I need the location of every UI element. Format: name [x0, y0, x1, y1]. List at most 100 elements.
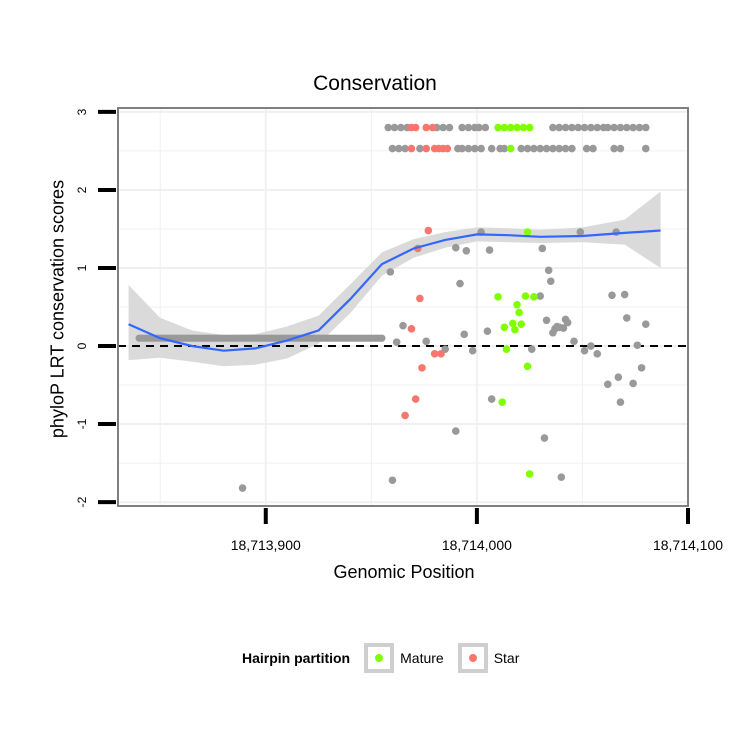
- data-point-other: [544, 266, 553, 275]
- data-point-other: [587, 342, 595, 350]
- data-point-top-row: [525, 123, 534, 132]
- data-point-other: [540, 434, 549, 442]
- data-point-mature: [525, 470, 534, 478]
- data-point-top-row: [458, 123, 466, 132]
- data-point-top-row: [574, 123, 583, 132]
- data-point-other: [637, 364, 646, 372]
- data-point-other: [546, 277, 555, 286]
- data-point-top-row: [481, 123, 490, 132]
- data-point-top-row: [390, 123, 399, 132]
- data-point-top-row: [388, 144, 397, 153]
- data-point-other: [641, 320, 650, 328]
- data-point-top-row: [603, 123, 612, 132]
- y-tick-label: 0: [75, 342, 89, 350]
- x-tick-label: 18,714,000: [441, 537, 512, 553]
- data-point-other: [487, 395, 496, 403]
- y-axis-label: phyloP LRT conservation scores: [47, 179, 68, 439]
- data-point-top-row: [555, 123, 564, 132]
- data-point-other: [388, 476, 397, 485]
- legend-key-star: [457, 643, 488, 673]
- data-point-other: [542, 316, 551, 325]
- data-point-top-row: [506, 144, 515, 153]
- data-point-top-row: [616, 123, 625, 132]
- data-point-top-row: [549, 123, 557, 132]
- data-point-star: [416, 294, 424, 303]
- legend-key-mature: [364, 643, 395, 673]
- data-point-other: [460, 330, 469, 339]
- data-point-star: [437, 350, 445, 358]
- data-point-top-row: [561, 123, 570, 132]
- legend-label-star: Star: [493, 650, 520, 666]
- data-point-top-row: [500, 144, 509, 153]
- data-point-other: [456, 279, 464, 288]
- data-point-star: [407, 325, 416, 333]
- data-point-other: [422, 337, 431, 346]
- data-point-other: [580, 346, 589, 355]
- data-point-star: [430, 350, 439, 358]
- data-point-mature: [515, 308, 523, 317]
- data-point-mature: [521, 292, 530, 300]
- data-point-top-row: [475, 123, 483, 132]
- data-point-top-row: [610, 144, 618, 153]
- data-point-mature: [523, 362, 532, 371]
- data-point-star: [424, 226, 433, 235]
- data-point-other: [633, 341, 642, 350]
- data-point-other: [559, 324, 568, 332]
- data-point-other: [451, 427, 460, 435]
- data-point-top-row: [397, 123, 405, 132]
- data-point-star: [418, 364, 426, 372]
- data-point-top-row: [439, 123, 447, 132]
- data-point-other: [538, 244, 547, 253]
- data-point-top-row: [458, 144, 466, 153]
- data-point-top-row: [568, 144, 576, 153]
- legend-dot-mature: [375, 654, 384, 662]
- x-tick-label: 18,713,900: [230, 537, 301, 553]
- data-point-top-row: [523, 144, 532, 153]
- y-tick-label: -1: [75, 418, 89, 430]
- data-point-top-row: [580, 123, 589, 132]
- data-point-top-row: [422, 123, 431, 132]
- data-point-mature: [494, 293, 502, 301]
- y-tick-label: 3: [75, 108, 89, 116]
- data-point-top-row: [494, 123, 502, 132]
- data-point-top-row: [616, 144, 625, 153]
- data-point-top-row: [641, 123, 650, 132]
- data-point-mature: [508, 319, 517, 328]
- data-point-other: [576, 228, 585, 236]
- data-point-top-row: [610, 123, 618, 132]
- data-point-mature: [513, 300, 521, 309]
- data-point-other: [536, 292, 545, 300]
- data-point-top-row: [589, 144, 597, 153]
- data-point-top-row: [530, 144, 538, 153]
- data-point-other: [616, 398, 625, 407]
- legend-label-mature: Mature: [400, 650, 444, 666]
- data-point-other: [485, 246, 494, 254]
- y-tick-label: 1: [75, 264, 89, 272]
- data-point-other: [462, 247, 471, 255]
- data-point-top-row: [464, 123, 473, 132]
- data-point-top-row: [568, 123, 576, 132]
- data-point-top-row: [561, 144, 570, 153]
- data-point-top-row: [641, 144, 650, 153]
- data-point-top-row: [500, 123, 509, 132]
- data-point-top-row: [593, 123, 602, 132]
- legend-title: Hairpin partition: [242, 650, 351, 666]
- data-point-other: [629, 379, 637, 388]
- data-point-top-row: [587, 123, 595, 132]
- data-point-mature: [502, 345, 511, 353]
- data-point-other: [386, 268, 395, 276]
- data-point-mature: [500, 323, 509, 332]
- data-point-top-row: [443, 144, 452, 153]
- data-point-other: [451, 243, 460, 252]
- data-point-other: [608, 291, 616, 300]
- data-point-top-row: [622, 123, 631, 132]
- x-axis-label: Genomic Position: [333, 562, 475, 582]
- legend: Hairpin partition Mature Star: [242, 640, 533, 676]
- data-point-star: [401, 411, 409, 420]
- data-point-star: [411, 395, 420, 403]
- data-point-other: [392, 338, 401, 346]
- data-point-top-row: [517, 144, 526, 153]
- data-point-other: [527, 345, 536, 353]
- x-tick-label: 18,714,100: [652, 537, 724, 553]
